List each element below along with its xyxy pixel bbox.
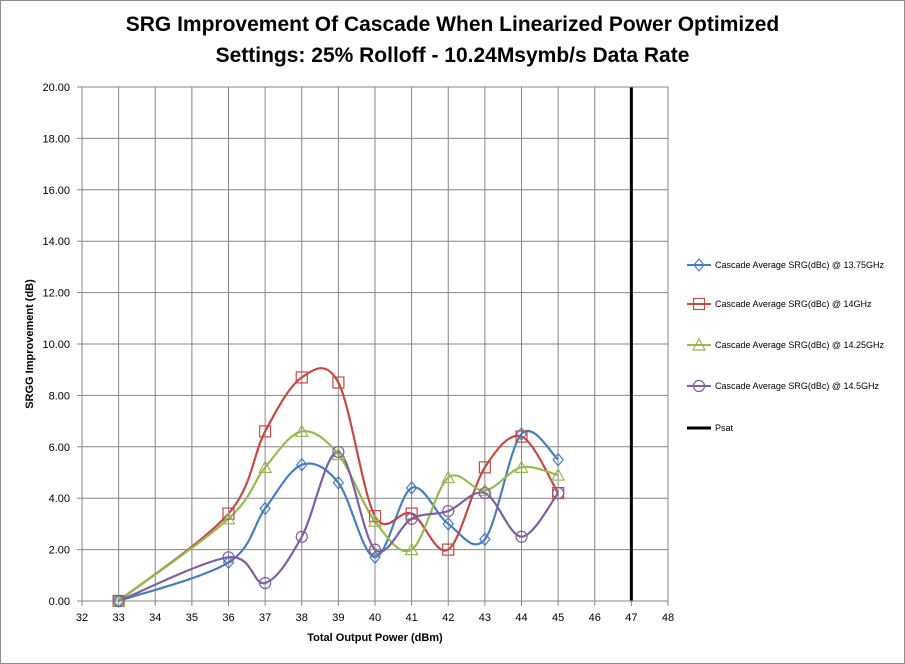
y-tick-label: 8.00 (49, 390, 70, 402)
y-tick-label: 14.00 (42, 236, 70, 248)
x-axis-label: Total Output Power (dBm) (307, 632, 443, 644)
y-tick-label: 12.00 (42, 288, 70, 300)
data-point-series-3 (221, 511, 236, 525)
data-point-series-2 (332, 376, 345, 389)
legend-label-4: Cascade Average SRG(dBc) @ 14.5GHz (715, 381, 880, 391)
data-point-series-3 (404, 542, 419, 556)
data-point-series-3 (551, 467, 566, 481)
y-tick-label: 0.00 (49, 596, 70, 608)
data-point-series-1 (552, 452, 564, 467)
legend-label-1: Cascade Average SRG(dBc) @ 13.75GHz (715, 260, 885, 270)
y-tick-label: 18.00 (42, 133, 70, 145)
series-line-2 (117, 367, 560, 602)
x-tick-label: 32 (76, 612, 88, 624)
data-point-series-2 (405, 507, 418, 520)
data-point-series-1 (405, 480, 418, 495)
y-tick-label: 4.00 (49, 493, 70, 505)
data-point-series-3 (294, 424, 309, 437)
x-tick-label: 38 (296, 612, 308, 624)
legend-label-2: Cascade Average SRG(dBc) @ 14GHz (715, 299, 872, 309)
y-tick-label: 6.00 (49, 442, 70, 454)
legend-marker-1 (693, 258, 705, 272)
x-tick-label: 36 (222, 612, 234, 624)
x-tick-label: 37 (259, 612, 271, 624)
x-tick-label: 43 (479, 612, 491, 624)
data-point-series-1 (369, 550, 381, 565)
x-tick-label: 45 (552, 612, 564, 624)
data-point-series-3 (514, 460, 529, 473)
x-tick-label: 42 (442, 612, 454, 624)
data-point-series-1 (332, 475, 345, 490)
legend-marker-2 (692, 297, 706, 311)
data-point-series-4 (295, 530, 308, 543)
data-point-series-2 (295, 371, 308, 384)
data-point-series-2 (515, 430, 528, 443)
data-point-series-2 (222, 507, 235, 520)
data-point-series-3 (477, 483, 492, 497)
data-point-series-4 (405, 512, 418, 525)
x-tick-label: 33 (113, 612, 125, 624)
data-point-series-1 (515, 427, 528, 441)
x-tick-label: 47 (625, 612, 637, 624)
x-tick-label: 41 (406, 612, 418, 624)
data-point-series-4 (552, 486, 565, 500)
data-point-series-1 (222, 555, 235, 570)
data-point-series-4 (222, 551, 235, 564)
legend-marker-3 (691, 337, 707, 351)
data-point-series-3 (441, 470, 456, 484)
data-point-series-4 (442, 504, 455, 518)
x-tick-label: 48 (662, 612, 674, 624)
series-line-1 (118, 430, 559, 603)
x-tick-label: 35 (186, 612, 198, 624)
data-point-series-4 (515, 530, 528, 543)
y-tick-label: 2.00 (49, 545, 70, 557)
legend-marker-4 (692, 379, 706, 393)
data-point-series-1 (259, 501, 271, 516)
data-point-series-1 (442, 516, 455, 531)
data-point-series-3 (367, 514, 383, 527)
y-axis-label: SRGG Improvement (dB) (24, 279, 36, 409)
x-tick-label: 46 (589, 612, 601, 624)
data-point-series-1 (295, 457, 308, 472)
data-point-series-3 (331, 447, 346, 461)
data-point-series-4 (259, 576, 272, 590)
y-tick-label: 20.00 (42, 82, 70, 94)
data-point-series-4 (368, 543, 382, 556)
x-tick-label: 44 (515, 612, 527, 624)
x-tick-label: 40 (369, 612, 381, 624)
chart-title: SRG Improvement Of Cascade When Lineariz… (125, 13, 780, 36)
y-tick-label: 16.00 (42, 185, 70, 197)
x-tick-label: 34 (149, 612, 161, 624)
data-point-series-2 (368, 510, 382, 523)
chart-subtitle: Settings: 25% Rolloff - 10.24Msymb/s Dat… (215, 44, 690, 67)
series-line-4 (118, 450, 560, 603)
data-point-series-2 (478, 461, 491, 474)
data-point-series-3 (258, 460, 273, 473)
data-point-series-2 (442, 543, 455, 556)
data-point-series-1 (479, 532, 491, 547)
y-tick-label: 10.00 (42, 339, 70, 351)
data-point-series-2 (259, 425, 272, 438)
data-point-series-4 (332, 445, 345, 459)
x-tick-label: 39 (332, 612, 344, 624)
legend-label-psat: Psat (715, 423, 734, 433)
data-point-series-4 (478, 486, 491, 500)
legend-label-3: Cascade Average SRG(dBc) @ 14.25GHz (715, 340, 885, 350)
